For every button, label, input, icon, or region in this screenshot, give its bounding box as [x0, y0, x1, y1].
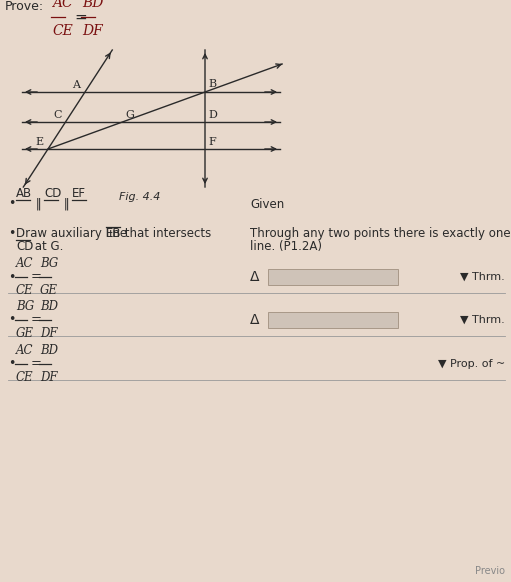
Text: GE: GE	[40, 284, 58, 297]
Text: Draw auxiliary line: Draw auxiliary line	[16, 227, 131, 240]
Text: Through any two points there is exactly one: Through any two points there is exactly …	[250, 227, 510, 240]
Text: GE: GE	[16, 327, 34, 340]
Text: •: •	[8, 271, 15, 283]
Text: AC: AC	[16, 257, 34, 270]
Text: AC: AC	[16, 344, 34, 357]
FancyBboxPatch shape	[268, 269, 398, 285]
Text: DF: DF	[40, 327, 58, 340]
FancyBboxPatch shape	[268, 312, 398, 328]
Text: DF: DF	[82, 24, 103, 38]
Text: BG: BG	[40, 257, 58, 270]
Text: EB: EB	[106, 227, 122, 240]
Text: line. (P1.2A): line. (P1.2A)	[250, 240, 322, 253]
Text: CE: CE	[16, 371, 34, 384]
Text: =: =	[30, 357, 41, 371]
Text: =: =	[30, 314, 41, 327]
Text: C: C	[53, 110, 61, 120]
Text: ‖: ‖	[60, 197, 74, 211]
Text: E: E	[36, 137, 44, 147]
Text: Δ: Δ	[250, 313, 260, 327]
Text: BG: BG	[16, 300, 34, 313]
Text: G: G	[125, 110, 134, 120]
Text: Previo: Previo	[475, 566, 505, 576]
Text: •: •	[8, 314, 15, 327]
Text: •: •	[8, 357, 15, 371]
Text: that intersects: that intersects	[121, 227, 211, 240]
Text: Δ: Δ	[250, 270, 260, 284]
Text: =: =	[74, 9, 87, 24]
Text: Prove:: Prove:	[5, 1, 44, 13]
Text: •: •	[8, 227, 15, 240]
Text: B: B	[208, 79, 216, 89]
Text: BD: BD	[82, 0, 103, 10]
Text: ▼ Thrm.: ▼ Thrm.	[460, 315, 505, 325]
Text: CD: CD	[16, 240, 33, 253]
Text: ‖: ‖	[32, 197, 45, 211]
Text: •: •	[8, 197, 15, 211]
Text: CD: CD	[44, 187, 61, 200]
Text: F: F	[208, 137, 216, 147]
Text: A: A	[72, 80, 80, 90]
Text: BD: BD	[40, 300, 58, 313]
Text: BD: BD	[40, 344, 58, 357]
Text: Fig. 4.4: Fig. 4.4	[119, 192, 160, 202]
Text: CE: CE	[16, 284, 34, 297]
Text: at G.: at G.	[31, 240, 63, 253]
Text: =: =	[30, 271, 41, 283]
Text: EF: EF	[72, 187, 86, 200]
Text: AB: AB	[16, 187, 32, 200]
Text: Given: Given	[250, 197, 284, 211]
Text: CE: CE	[52, 24, 73, 38]
Text: AC: AC	[52, 0, 73, 10]
Text: D: D	[208, 110, 217, 120]
Text: ▼ Thrm.: ▼ Thrm.	[460, 272, 505, 282]
Text: DF: DF	[40, 371, 58, 384]
Text: ▼ Prop. of ~: ▼ Prop. of ~	[438, 359, 505, 369]
